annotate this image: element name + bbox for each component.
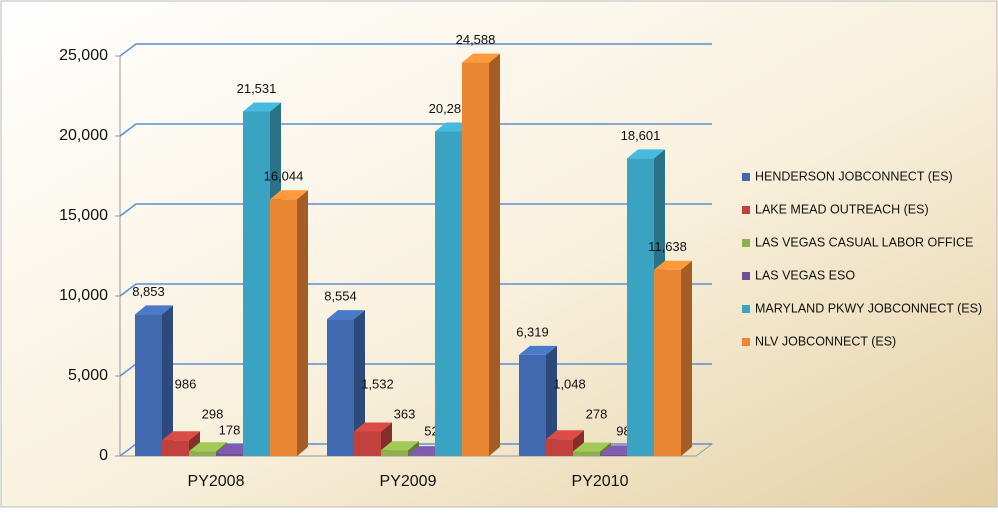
legend-label: HENDERSON JOBCONNECT (ES) <box>755 169 953 183</box>
grid-line <box>119 283 712 297</box>
value-label: 1,048 <box>553 376 586 391</box>
legend-swatch <box>742 239 750 247</box>
bar-front <box>135 314 162 456</box>
legend-label: LAKE MEAD OUTREACH (ES) <box>755 202 929 216</box>
bar-side <box>408 441 419 456</box>
y-tick-label: 15,000 <box>59 207 108 224</box>
bar <box>381 441 419 456</box>
bar-top <box>354 422 392 432</box>
bar-top <box>327 310 365 320</box>
legend-label: NLV JOBCONNECT (ES) <box>755 334 896 348</box>
legend-swatch <box>742 305 750 313</box>
value-label: 298 <box>202 406 224 421</box>
bar <box>654 260 692 456</box>
value-label: 8,554 <box>324 289 357 304</box>
value-label: 20,281 <box>429 101 469 116</box>
value-label: 986 <box>175 376 197 391</box>
bar-top <box>573 442 611 452</box>
bar-front <box>243 111 270 456</box>
grid-line <box>119 123 712 137</box>
value-label: 16,044 <box>264 169 304 184</box>
bar-front <box>270 199 297 456</box>
bar-side <box>546 345 557 456</box>
value-label: 11,638 <box>648 239 687 254</box>
bar-front <box>216 453 243 456</box>
value-label: 21,531 <box>237 81 277 96</box>
bar-top <box>381 441 419 451</box>
bar-top <box>189 442 227 452</box>
bar-front <box>519 354 546 456</box>
value-label: 363 <box>394 406 416 421</box>
bar-front <box>600 454 627 456</box>
y-tick-label: 10,000 <box>59 287 108 304</box>
bar-front <box>162 440 189 456</box>
bar-side <box>354 310 365 456</box>
bar-top <box>519 345 557 355</box>
bar-side <box>489 53 500 456</box>
bar-side <box>162 305 173 456</box>
y-tick-label: 25,000 <box>59 47 108 64</box>
value-label: 1,532 <box>361 376 394 391</box>
value-label: 278 <box>586 406 608 421</box>
legend-label: MARYLAND PKWY JOBCONNECT (ES) <box>755 301 982 315</box>
x-tick-label: PY2008 <box>188 473 245 490</box>
legend-swatch <box>742 173 750 181</box>
x-tick-label: PY2009 <box>380 473 437 490</box>
grid-line <box>119 43 712 57</box>
bar-top <box>135 305 173 315</box>
bar-front <box>327 319 354 456</box>
bar <box>162 431 200 456</box>
bar-front <box>381 450 408 456</box>
bar-top <box>546 430 584 440</box>
bar-side <box>297 190 308 456</box>
bar-top <box>162 431 200 441</box>
legend-swatch <box>742 206 750 214</box>
bar <box>270 190 308 456</box>
bar-top <box>243 102 281 112</box>
legend-swatch <box>742 338 750 346</box>
x-tick-label: PY2010 <box>572 473 629 490</box>
value-label: 6,319 <box>516 324 549 339</box>
legend-label: LAS VEGAS ESO <box>755 268 855 282</box>
value-label: 178 <box>219 423 241 438</box>
bar-top <box>462 53 500 63</box>
y-tick-label: 5,000 <box>68 367 108 384</box>
bar-front <box>435 131 462 456</box>
bar-front <box>408 455 435 456</box>
bar-front <box>462 62 489 456</box>
bar-front <box>654 269 681 456</box>
bar-front <box>573 451 600 456</box>
bar <box>462 53 500 456</box>
bar-front <box>546 439 573 456</box>
bar-top <box>654 260 692 270</box>
value-label: 24,588 <box>456 32 496 47</box>
bar-front <box>189 451 216 456</box>
value-label: 8,853 <box>132 284 165 299</box>
legend-label: LAS VEGAS CASUAL LABOR OFFICE <box>755 235 973 249</box>
y-tick-label: 20,000 <box>59 127 108 144</box>
bar <box>327 310 365 456</box>
grid-line <box>119 203 712 217</box>
bar-front <box>627 158 654 456</box>
bar-top <box>270 190 308 200</box>
legend-swatch <box>742 272 750 280</box>
bar-top <box>627 149 665 159</box>
y-tick-label: 0 <box>99 447 108 464</box>
value-label: 18,601 <box>621 128 661 143</box>
bar-side <box>681 260 692 456</box>
bar-front <box>354 431 381 456</box>
bar <box>519 345 557 456</box>
bar <box>135 305 173 456</box>
